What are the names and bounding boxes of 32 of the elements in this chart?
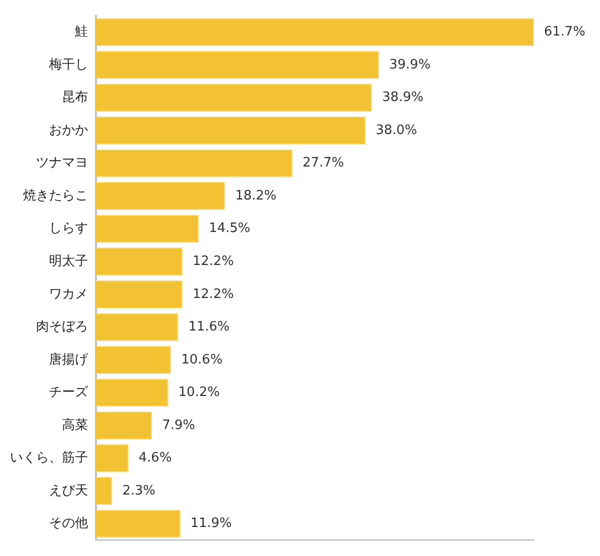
data-label: 7.9%: [162, 418, 196, 433]
y-tick-label: しらす: [49, 221, 88, 236]
data-label: 4.6%: [138, 450, 172, 466]
data-label: 39.9%: [389, 57, 431, 72]
y-tick-label: いくら、筋子: [10, 450, 88, 466]
data-label: 12.2%: [192, 286, 234, 302]
data-label: 38.0%: [376, 122, 418, 138]
data-label: 12.2%: [192, 254, 234, 269]
y-tick-label: ツナマヨ: [36, 156, 88, 171]
data-label: 27.7%: [302, 156, 344, 171]
y-tick-label: 明太子: [49, 254, 88, 269]
data-label: 14.5%: [208, 221, 250, 236]
y-tick-label: ワカメ: [49, 286, 88, 302]
data-label: 11.6%: [188, 320, 230, 335]
data-label: 38.9%: [382, 90, 424, 106]
y-tick-label: 焼きたらこ: [23, 188, 88, 204]
data-label: 11.9%: [190, 516, 232, 532]
y-tick-label: 肉そぼろ: [36, 320, 88, 335]
y-tick-label: その他: [49, 516, 88, 532]
data-label: 2.3%: [122, 483, 156, 498]
y-tick-label: チーズ: [49, 385, 89, 400]
data-label: 10.6%: [181, 352, 223, 368]
data-label: 10.2%: [178, 385, 220, 400]
y-tick-label: 昆布: [62, 90, 88, 106]
y-tick-label: おかか: [49, 122, 88, 138]
y-tick-label: 唐揚げ: [49, 352, 89, 368]
data-label: 18.2%: [235, 188, 277, 204]
y-tick-label: 梅干し: [48, 57, 88, 72]
y-tick-label: 鮭: [75, 24, 88, 40]
y-tick-label: えび天: [49, 483, 88, 498]
y-tick-label: 高菜: [62, 416, 88, 433]
data-label: 61.7%: [544, 24, 586, 40]
